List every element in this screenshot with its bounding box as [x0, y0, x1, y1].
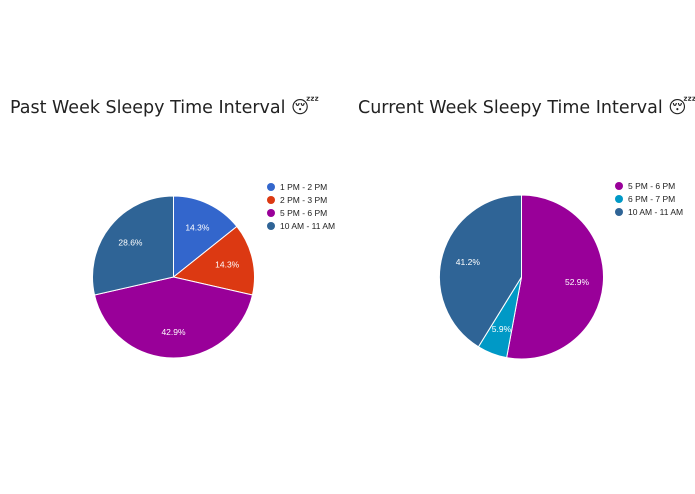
current-week-slice-3	[439, 194, 522, 348]
current-week-chart: Current Week Sleepy Time Interval 😴 52.9…	[348, 0, 695, 494]
past-week-slice-label-3: 42.9%	[161, 327, 186, 337]
past-week-chart-title: Past Week Sleepy Time Interval 😴	[10, 98, 320, 118]
current-week-slice-label-2: 5.9%	[492, 324, 512, 334]
past-week-legend-label-1: 1 PM - 2 PM	[280, 182, 327, 192]
past-week-slice-4	[92, 195, 174, 296]
past-week-chart: Past Week Sleepy Time Interval 😴 14.3% 14…	[0, 0, 347, 494]
past-week-slice-1	[173, 195, 238, 279]
past-week-legend-label-4: 10 AM - 11 AM	[280, 221, 335, 231]
past-week-slice-label-4: 28.6%	[118, 238, 143, 248]
past-week-slice-2	[172, 225, 255, 296]
current-week-chart-title: Current Week Sleepy Time Interval 😴	[358, 98, 695, 118]
past-week-pie-chart: 14.3% 14.3% 42.9% 28.6% 1 PM - 2 PM 2 PM - 3 …	[92, 182, 335, 359]
past-week-legend-swatch-2	[267, 196, 275, 204]
past-week-legend-swatch-3	[267, 209, 275, 217]
current-week-legend-label-3: 10 AM - 11 AM	[628, 207, 683, 217]
past-week-legend-label-2: 2 PM - 3 PM	[280, 195, 327, 205]
past-week-legend-swatch-4	[267, 222, 275, 230]
current-week-slice-label-3: 41.2%	[456, 257, 481, 267]
current-week-pie-chart: 52.9% 5.9% 41.2% 5 PM - 6 PM 6 PM - 7 PM 10 A…	[439, 181, 683, 360]
current-week-legend-swatch-1	[615, 182, 623, 190]
current-week-legend-label-1: 5 PM - 6 PM	[628, 181, 675, 191]
past-week-slice-label-2: 14.3%	[215, 260, 240, 270]
past-week-slice-label-1: 14.3%	[185, 222, 210, 232]
current-week-slice-1	[506, 194, 604, 360]
current-week-legend-swatch-3	[615, 208, 623, 216]
current-week-slice-label-1: 52.9%	[565, 277, 590, 287]
current-week-legend-label-2: 6 PM - 7 PM	[628, 194, 675, 204]
past-week-legend-label-3: 5 PM - 6 PM	[280, 208, 327, 218]
past-week-slice-3	[93, 276, 254, 359]
past-week-legend-swatch-1	[267, 183, 275, 191]
current-week-legend-swatch-2	[615, 195, 623, 203]
